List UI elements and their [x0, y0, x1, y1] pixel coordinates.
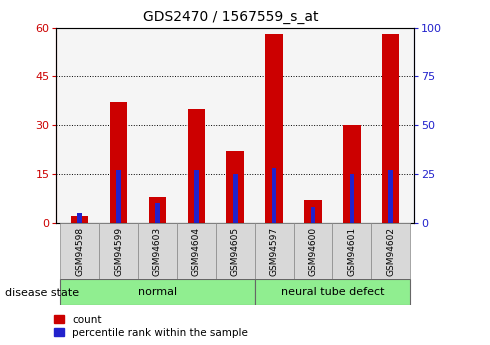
Bar — [188, 109, 205, 223]
Bar — [155, 203, 160, 223]
Bar — [272, 168, 276, 223]
Legend: count, percentile rank within the sample: count, percentile rank within the sample — [54, 315, 248, 338]
FancyBboxPatch shape — [177, 223, 216, 279]
Bar — [343, 125, 361, 223]
FancyBboxPatch shape — [255, 223, 294, 279]
FancyBboxPatch shape — [255, 279, 410, 305]
Bar — [71, 216, 88, 223]
Text: GSM94597: GSM94597 — [270, 227, 279, 276]
Bar — [110, 102, 127, 223]
Text: GSM94603: GSM94603 — [153, 227, 162, 276]
Bar — [382, 34, 399, 223]
Text: GSM94598: GSM94598 — [75, 227, 84, 276]
Bar — [389, 170, 393, 223]
Bar — [265, 34, 283, 223]
Text: GSM94601: GSM94601 — [347, 227, 356, 276]
Bar — [233, 174, 238, 223]
Bar — [194, 170, 198, 223]
Bar — [311, 207, 315, 223]
FancyBboxPatch shape — [332, 223, 371, 279]
FancyBboxPatch shape — [99, 223, 138, 279]
Bar — [226, 151, 244, 223]
FancyBboxPatch shape — [138, 223, 177, 279]
Text: neural tube defect: neural tube defect — [281, 287, 384, 297]
FancyBboxPatch shape — [371, 223, 410, 279]
Bar — [304, 200, 322, 223]
Bar — [148, 197, 166, 223]
Text: normal: normal — [138, 287, 177, 297]
FancyBboxPatch shape — [294, 223, 332, 279]
FancyBboxPatch shape — [216, 223, 255, 279]
FancyBboxPatch shape — [60, 279, 255, 305]
Bar — [77, 213, 82, 223]
Text: GDS2470 / 1567559_s_at: GDS2470 / 1567559_s_at — [143, 10, 318, 24]
Text: GSM94604: GSM94604 — [192, 227, 201, 276]
Text: GSM94605: GSM94605 — [231, 227, 240, 276]
Bar — [349, 174, 354, 223]
Text: GSM94602: GSM94602 — [386, 227, 395, 276]
FancyBboxPatch shape — [60, 223, 99, 279]
Text: GSM94599: GSM94599 — [114, 227, 123, 276]
Text: disease state: disease state — [5, 288, 79, 297]
Bar — [116, 170, 121, 223]
Text: GSM94600: GSM94600 — [309, 227, 318, 276]
